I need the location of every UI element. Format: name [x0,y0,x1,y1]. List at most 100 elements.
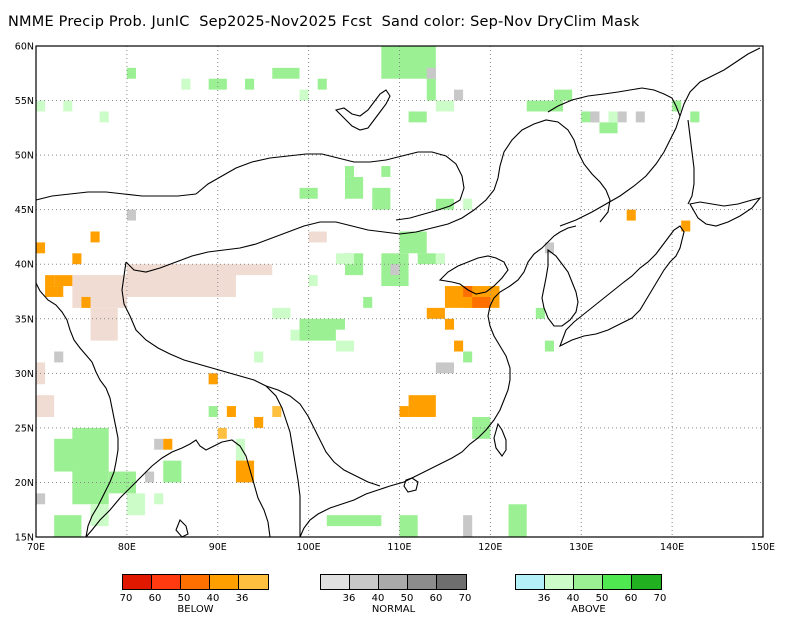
legend-tick-label: 50 [177,593,191,604]
below-cell [235,460,255,483]
above-cell [508,504,527,537]
legend-normal-title: NORMAL [371,604,416,615]
legend-swatch [321,575,350,589]
dry-mask-cell [90,307,118,341]
lat-tick-label: 25N [15,423,34,434]
normal-cell [454,89,464,101]
legend-swatch [408,575,437,589]
coastlines [35,47,762,538]
lon-tick-label: 140E [660,542,684,553]
legend-swatch [123,575,152,589]
legend-above-title: ABOVE [571,604,606,615]
legend-swatch [574,575,603,589]
border-myanmar [265,385,381,487]
dry-mask-cell [163,264,273,276]
normal-cell [145,471,155,483]
legend-tick-label: 70 [119,593,133,604]
below-cell [399,406,409,417]
map-title: NMME Precip Prob. JunIC Sep2025-Nov2025 … [8,14,640,30]
above-cell [108,471,136,494]
above-cell [326,318,345,330]
legend-swatch [239,575,268,589]
normal-cell [544,242,554,254]
below-cell [45,286,64,297]
legend-tick-label: 36 [342,593,356,604]
normal-cell [463,515,473,537]
below-cell [208,373,218,385]
below-cell [426,307,445,319]
legend-tick-label: 60 [429,593,443,604]
above-cell [690,111,700,123]
lat-tick-label: 45N [15,205,34,216]
normal-cell [617,111,627,123]
normal-cell [126,209,136,221]
coastline-okhotsk [547,87,681,117]
above-cell [344,176,364,199]
above-cell [208,406,218,417]
coastline-russia-pacific [559,47,761,227]
above-cell [435,198,455,210]
normal-cell [390,264,400,276]
legend-normal: 36 40 50 60 70 NORMAL [320,574,471,615]
legend-swatch [181,575,210,589]
below-cell [226,406,236,417]
legend-above-ticks: 36 40 50 60 70 [515,593,667,605]
above-cell [381,166,391,177]
above-cell [272,307,291,319]
normal-cell [54,351,64,363]
below-cell [45,275,55,287]
above-cell [272,67,300,79]
coastline-hainan [403,477,419,493]
normal-cell [435,362,455,374]
legend-swatch [603,575,632,589]
lon-tick-label: 150E [751,542,775,553]
legend-swatch [210,575,239,589]
lat-tick-label: 55N [15,96,34,107]
above-cell [326,515,382,527]
above-cell [290,329,300,341]
dry-mask-cell [36,395,55,417]
above-cell [526,100,564,112]
border-china [125,119,611,273]
below-cell [272,406,282,417]
above-cell [426,78,436,101]
legend-tick-label: 50 [400,593,414,604]
legend-tick-label: 50 [595,593,609,604]
above-cell [99,111,109,123]
legend-tick-label: 60 [148,593,162,604]
above-cell [553,89,573,101]
normal-cell [590,111,600,123]
lon-tick-label: 110E [387,542,411,553]
above-cell [435,253,445,265]
lat-tick-label: 20N [15,478,34,489]
coastline-sri-lanka [175,519,189,538]
above-cell [344,166,355,177]
coastline-korea [541,248,579,327]
above-cell [544,340,554,352]
lat-tick-labels: 15N 20N 25N 30N 35N 40N 45N 50N 55N 60N [15,42,34,544]
border-kazakh [35,191,197,201]
above-cell [235,438,246,461]
above-cell [181,78,191,90]
above-cell [599,122,618,134]
lon-tick-label: 70E [27,542,45,553]
above-cell [126,67,136,79]
above-cell [335,253,355,265]
below-cell [444,318,455,330]
legend-normal-swatches [320,574,467,590]
legend-swatch [437,575,466,589]
lat-tick-label: 60N [15,42,34,53]
above-cell [317,78,327,90]
above-cell [672,100,682,112]
legend-tick-label: 40 [566,593,580,604]
below-cell [681,220,691,232]
below-cell [472,296,491,308]
legend-swatch [632,575,661,589]
legend-swatch [516,575,545,589]
border-mongolia [195,151,465,221]
above-cell [335,340,355,352]
above-cell [535,307,545,319]
above-cell [608,111,618,123]
above-cell [36,100,46,112]
